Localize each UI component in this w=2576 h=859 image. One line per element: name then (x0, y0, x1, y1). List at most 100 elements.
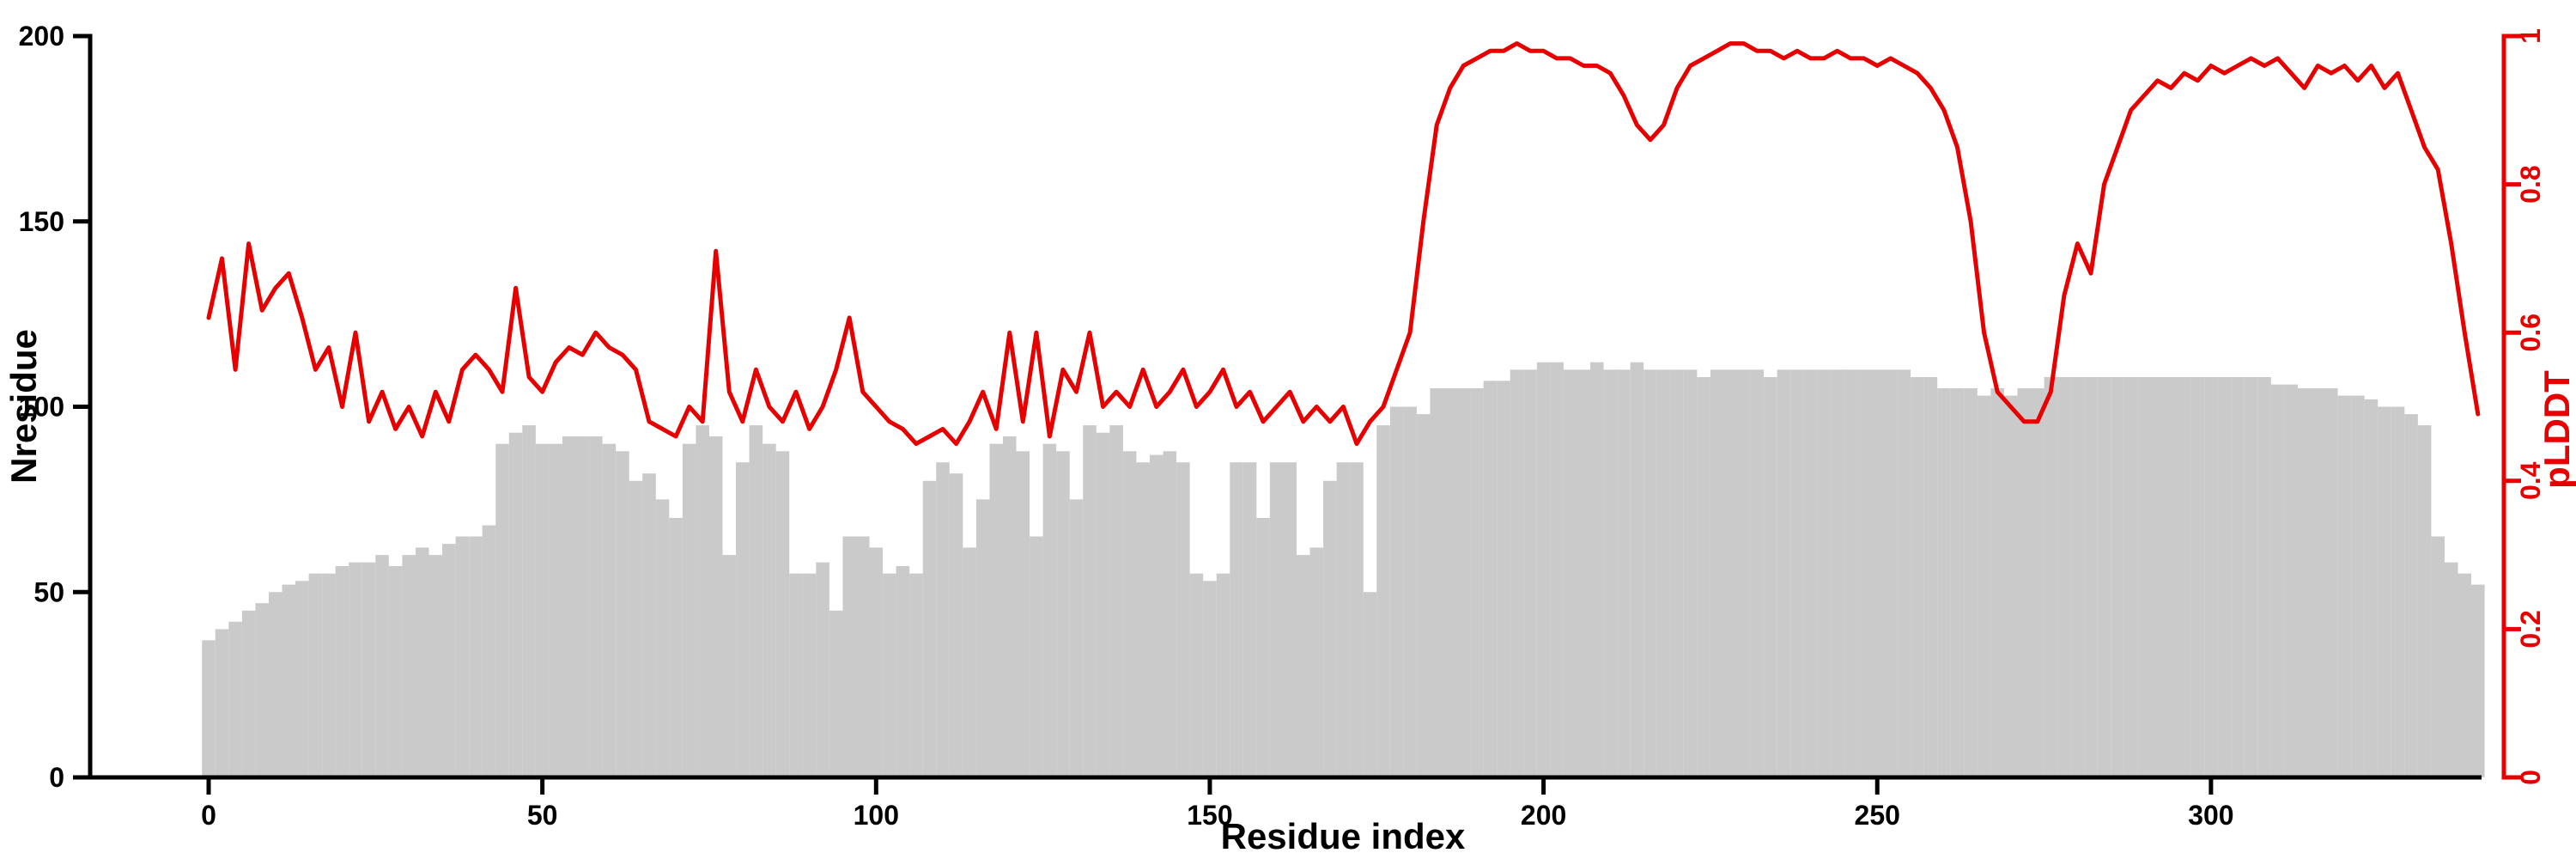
nresidue-bar (842, 536, 856, 777)
nresidue-bar (375, 555, 389, 777)
nresidue-bar (1911, 376, 1924, 777)
nresidue-bar (442, 544, 456, 777)
nresidue-bar (2431, 536, 2445, 777)
nresidue-bar (2111, 376, 2124, 777)
nresidue-bar (963, 547, 976, 777)
nresidue-bar (215, 629, 229, 777)
x-axis-title: Residue index (1221, 816, 1466, 856)
nresidue-bar (1563, 369, 1577, 777)
nresidue-bar (1297, 555, 1310, 777)
nresidue-bar (1149, 454, 1163, 777)
nresidue-bar (2044, 376, 2058, 777)
nresidue-bar (1189, 573, 1204, 777)
nresidue-bar (388, 566, 403, 777)
nresidue-bar (2471, 584, 2485, 777)
nresidue-bar (255, 603, 269, 777)
nresidue-bar (1002, 436, 1017, 777)
y-axis-right-tick-label: 0.4 (2515, 461, 2546, 500)
nresidue-bar (2458, 573, 2472, 777)
nresidue-bar (1630, 362, 1644, 777)
y-axis-left-tick-label: 50 (33, 576, 64, 607)
nresidue-bar (1950, 387, 1965, 777)
y-axis-left: 0 50 100 150 200 (19, 21, 93, 793)
nresidue-bar (722, 555, 737, 777)
nresidue-bar (1790, 369, 1804, 777)
y-axis-right-title: pLDDT (2537, 370, 2576, 489)
nresidue-bar (1083, 425, 1097, 777)
nresidue-bar (1710, 369, 1724, 777)
nresidue-bar (1536, 362, 1551, 777)
nresidue-bar (816, 562, 829, 777)
nresidue-bar (308, 573, 323, 777)
nresidue-bar (2404, 414, 2418, 777)
nresidue-bar (2444, 562, 2458, 777)
nresidue-bar (1309, 547, 1324, 777)
nresidue-bar (2337, 395, 2352, 777)
nresidue-bar (2351, 395, 2365, 777)
nresidue-bar (2164, 376, 2178, 777)
x-axis-tick-label: 100 (854, 800, 899, 831)
nresidue-bar (789, 573, 803, 777)
nresidue-bar (349, 562, 362, 777)
nresidue-bar (1042, 443, 1057, 777)
nresidue-bar (989, 443, 1003, 777)
nresidue-bar (2270, 384, 2285, 777)
nresidue-bar (1923, 376, 1938, 777)
nresidue-bar (1363, 592, 1377, 777)
nresidue-bar (469, 536, 483, 777)
nresidue-bar (1456, 387, 1471, 777)
nresidue-bar (2097, 376, 2111, 777)
nresidue-bar (335, 566, 349, 777)
nresidue-bar (762, 443, 776, 777)
nresidue-bar (2324, 387, 2338, 777)
nresidue-bar (883, 573, 896, 777)
nresidue-bar (1856, 369, 1871, 777)
x-axis-tick-label: 300 (2188, 800, 2233, 831)
nresidue-bar (1590, 362, 1604, 777)
nresidue-bar (602, 443, 617, 777)
nresidue-bar (1577, 369, 1591, 777)
nresidue-bar (1617, 369, 1631, 777)
nresidue-bar (736, 462, 750, 777)
nresidue-bar (1777, 369, 1791, 777)
nresidue-bar (1176, 462, 1190, 777)
nresidue-bar (2231, 376, 2245, 777)
y-axis-left-tick-label: 100 (19, 392, 64, 423)
nresidue-bar (322, 573, 336, 777)
y-axis-left-tick-label: 0 (49, 762, 64, 793)
nresidue-bar (1443, 387, 1457, 777)
nresidue-bar (655, 499, 670, 778)
nresidue-bar (1750, 369, 1765, 777)
nresidue-bar (415, 547, 429, 777)
x-axis-tick-label: 200 (1521, 800, 1566, 831)
nresidue-bar (1523, 369, 1537, 777)
nresidue-bar (1764, 376, 1777, 777)
nresidue-bar (2070, 376, 2085, 777)
nresidue-bar (295, 581, 309, 777)
nresidue-bar (1122, 451, 1137, 777)
nresidue-bar (1163, 451, 1177, 777)
nresidue-bar (1723, 369, 1738, 777)
nresidue-bar (2017, 387, 2032, 777)
x-axis-tick-label: 50 (527, 800, 558, 831)
nresidue-bar (1269, 462, 1284, 777)
nresidue-bar (2391, 406, 2405, 777)
nresidue-bar (829, 610, 843, 777)
nresidue-bar (975, 499, 990, 778)
nresidue-bar (1977, 395, 1991, 777)
nresidue-bar (402, 555, 416, 777)
y-axis-left-tick-label: 200 (19, 21, 64, 52)
nresidue-bar (1323, 480, 1337, 777)
nresidue-bar (1230, 462, 1243, 777)
nresidue-bar (1283, 462, 1297, 777)
nresidue-bar (802, 573, 817, 777)
nresidue-bar (268, 592, 283, 777)
nresidue-bar (1109, 425, 1123, 777)
bar-series-nresidue (202, 362, 2485, 778)
nresidue-bar (1470, 387, 1484, 777)
nresidue-bar (1403, 406, 1417, 777)
nresidue-bar (522, 425, 536, 777)
nresidue-bar (1056, 451, 1070, 777)
